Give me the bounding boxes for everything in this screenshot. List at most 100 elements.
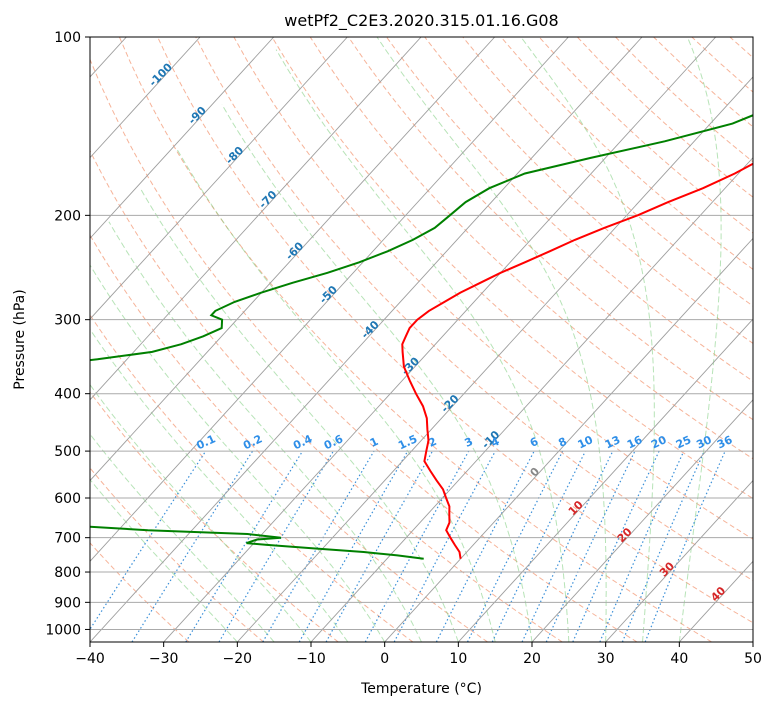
isotherm bbox=[90, 37, 643, 642]
x-tick-label: −20 bbox=[223, 651, 253, 667]
y-tick-label: 100 bbox=[54, 30, 81, 46]
dry-adiabat bbox=[386, 37, 753, 382]
moist-adiabat bbox=[520, 37, 655, 642]
dry-adiabat bbox=[729, 37, 753, 59]
moist-adiabat bbox=[90, 433, 275, 642]
isotherm bbox=[90, 37, 275, 240]
isotherm-label: -40 bbox=[359, 318, 382, 341]
isotherm bbox=[605, 479, 753, 642]
dry-adiabat bbox=[90, 467, 264, 642]
mixing-ratio-label: 3 bbox=[462, 435, 474, 450]
dry-adiabat bbox=[90, 58, 638, 642]
y-tick-label: 500 bbox=[54, 444, 81, 460]
x-tick-label: −30 bbox=[149, 651, 179, 667]
x-axis: −40 −30 −20 −10 0 10 20 30 40 50 bbox=[75, 642, 762, 667]
isotherm-label: -90 bbox=[186, 104, 209, 127]
temperature-profile bbox=[401, 162, 753, 559]
mixing-ratio-label: 13 bbox=[603, 433, 622, 451]
isotherm bbox=[90, 37, 496, 482]
mixing-ratio-line bbox=[325, 450, 434, 642]
dewpoint-profile bbox=[90, 114, 753, 560]
x-tick-label: 50 bbox=[744, 651, 762, 667]
moist-adiabat bbox=[90, 328, 349, 642]
isotherm bbox=[531, 399, 753, 642]
plot-background bbox=[90, 37, 753, 642]
moist-adiabat bbox=[139, 187, 459, 642]
moist-adiabat bbox=[90, 383, 312, 642]
moist-adiabat bbox=[90, 478, 238, 642]
dry-adiabat bbox=[271, 37, 753, 500]
moist-adiabat bbox=[221, 104, 533, 642]
mixing-ratio-label: 20 bbox=[649, 433, 669, 451]
mixing-ratio-label: 6 bbox=[528, 435, 541, 450]
mixing-ratio-line bbox=[131, 450, 254, 642]
y-tick-label: 300 bbox=[54, 313, 81, 329]
mixing-ratio-label: 1 bbox=[368, 435, 380, 450]
isotherm bbox=[458, 318, 753, 642]
mixing-ratio-line bbox=[393, 450, 496, 642]
mixing-ratio-label: 25 bbox=[674, 433, 693, 451]
mixing-ratio-line bbox=[185, 450, 304, 642]
dry-adiabat bbox=[576, 37, 753, 198]
dry-adiabat bbox=[90, 149, 563, 642]
dry-adiabat bbox=[157, 37, 753, 624]
isotherm bbox=[163, 37, 717, 642]
series-layer bbox=[90, 114, 753, 560]
mixing-ratio-label: 1.5 bbox=[396, 432, 419, 452]
isotherm-label: 40 bbox=[708, 584, 728, 604]
y-tick-label: 400 bbox=[54, 387, 81, 403]
mixing-ratio-label: 0.1 bbox=[194, 432, 217, 452]
moist-adiabat bbox=[108, 221, 422, 642]
isotherm-label: 10 bbox=[566, 498, 586, 518]
isotherm-label: -80 bbox=[223, 144, 246, 167]
dry-adiabat bbox=[538, 37, 753, 234]
x-tick-label: −40 bbox=[75, 651, 105, 667]
isotherm bbox=[90, 37, 201, 159]
plot-frame bbox=[89, 36, 754, 643]
x-tick-label: 0 bbox=[380, 651, 389, 667]
y-axis: 100 200 300 400 500 600 700 800 900 1000 bbox=[45, 30, 90, 638]
x-tick-label: 20 bbox=[523, 651, 541, 667]
x-tick-label: 40 bbox=[670, 651, 688, 667]
dry-adiabat bbox=[309, 37, 753, 460]
mixing-ratio-line bbox=[572, 450, 660, 642]
chart-title: wetPf2_C2E3.2020.315.01.16.G08 bbox=[284, 11, 558, 31]
y-tick-label: 1000 bbox=[45, 622, 81, 638]
dry-adiabat bbox=[90, 391, 339, 642]
mixing-ratio-line bbox=[491, 450, 586, 642]
dry-adiabat bbox=[424, 37, 753, 344]
mixing-ratio-line bbox=[90, 450, 207, 631]
moist-adiabat bbox=[275, 49, 570, 642]
isotherm bbox=[90, 37, 348, 320]
isotherm-label: -50 bbox=[317, 283, 340, 306]
isotherm bbox=[90, 37, 422, 401]
mixing-ratio-label: 36 bbox=[715, 433, 735, 451]
y-tick-label: 800 bbox=[54, 565, 81, 581]
isotherm-label: 20 bbox=[615, 525, 635, 545]
dry-adiabat bbox=[90, 542, 190, 642]
mixing-ratio-label: 10 bbox=[576, 433, 596, 451]
isotherm bbox=[310, 156, 753, 642]
y-axis-label: Pressure (hPa) bbox=[12, 289, 28, 389]
isotherm-label: -20 bbox=[438, 392, 461, 415]
isotherm bbox=[237, 76, 753, 642]
y-tick-label: 200 bbox=[54, 208, 81, 224]
moist-adiabat bbox=[376, 37, 607, 642]
mixing-ratio-label: 0.2 bbox=[241, 432, 264, 452]
dry-adiabat bbox=[195, 37, 753, 582]
isotherm bbox=[90, 37, 569, 562]
isotherm bbox=[752, 641, 753, 642]
dry-adiabat bbox=[462, 37, 753, 307]
isotherm bbox=[384, 237, 753, 642]
isotherm-label: -70 bbox=[256, 188, 279, 211]
mixing-ratio-label: 0.4 bbox=[291, 432, 314, 452]
mixing-ratio-line bbox=[621, 450, 705, 642]
x-tick-label: −10 bbox=[296, 651, 326, 667]
x-tick-label: 10 bbox=[449, 651, 467, 667]
x-tick-label: 30 bbox=[597, 651, 615, 667]
mixing-ratio-label: 30 bbox=[694, 433, 714, 451]
dry-adiabat bbox=[118, 37, 712, 642]
y-tick-label: 600 bbox=[54, 491, 81, 507]
mixing-ratio-line bbox=[599, 450, 685, 642]
mixing-ratio-label: 16 bbox=[625, 433, 645, 451]
